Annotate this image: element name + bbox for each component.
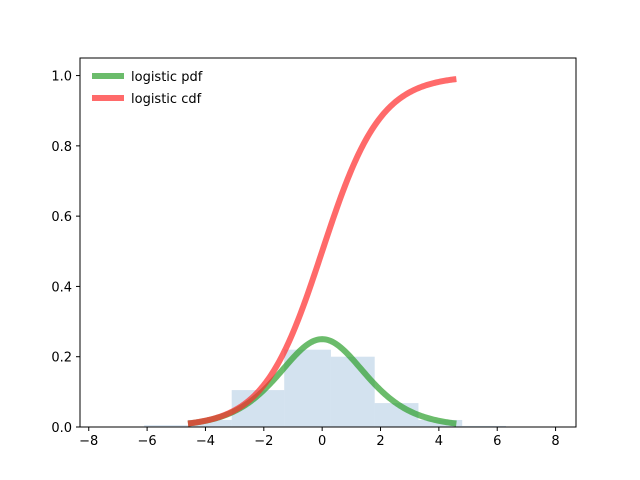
- histogram-bar: [144, 425, 188, 427]
- x-tick-label: −2: [254, 434, 273, 449]
- legend-label-cdf: logistic cdf: [131, 92, 202, 107]
- histogram-bar: [462, 425, 506, 427]
- y-tick-label: 1.0: [51, 70, 72, 85]
- x-tick-label: 0: [318, 434, 326, 449]
- histogram-bar: [330, 356, 375, 427]
- y-tick-label: 0.4: [51, 280, 72, 295]
- x-tick-label: 8: [551, 434, 559, 449]
- x-tick-label: 6: [493, 434, 501, 449]
- y-tick-label: 0.0: [51, 421, 72, 436]
- series-line-logistic-cdf: [187, 76, 457, 427]
- plot-frame: [79, 57, 577, 428]
- y-tick-label: 0.6: [51, 210, 72, 225]
- x-axis-ticks: −8 −6 −4 −2 0 2 4 6 8: [79, 427, 560, 449]
- legend-label-pdf: logistic pdf: [131, 70, 203, 85]
- histogram-bar: [187, 419, 232, 427]
- x-tick-label: −4: [196, 434, 215, 449]
- x-tick-label: −6: [138, 434, 157, 449]
- x-tick-label: 2: [376, 434, 384, 449]
- histogram: [144, 349, 506, 427]
- y-tick-label: 0.2: [51, 351, 72, 366]
- x-tick-label: −8: [79, 434, 98, 449]
- series-lines: [187, 76, 457, 427]
- legend: logistic pdf logistic cdf: [92, 70, 203, 107]
- x-tick-label: 4: [435, 434, 443, 449]
- y-axis-ticks: 0.0 0.2 0.4 0.6 0.8 1.0: [51, 70, 80, 436]
- y-tick-label: 0.8: [51, 140, 72, 155]
